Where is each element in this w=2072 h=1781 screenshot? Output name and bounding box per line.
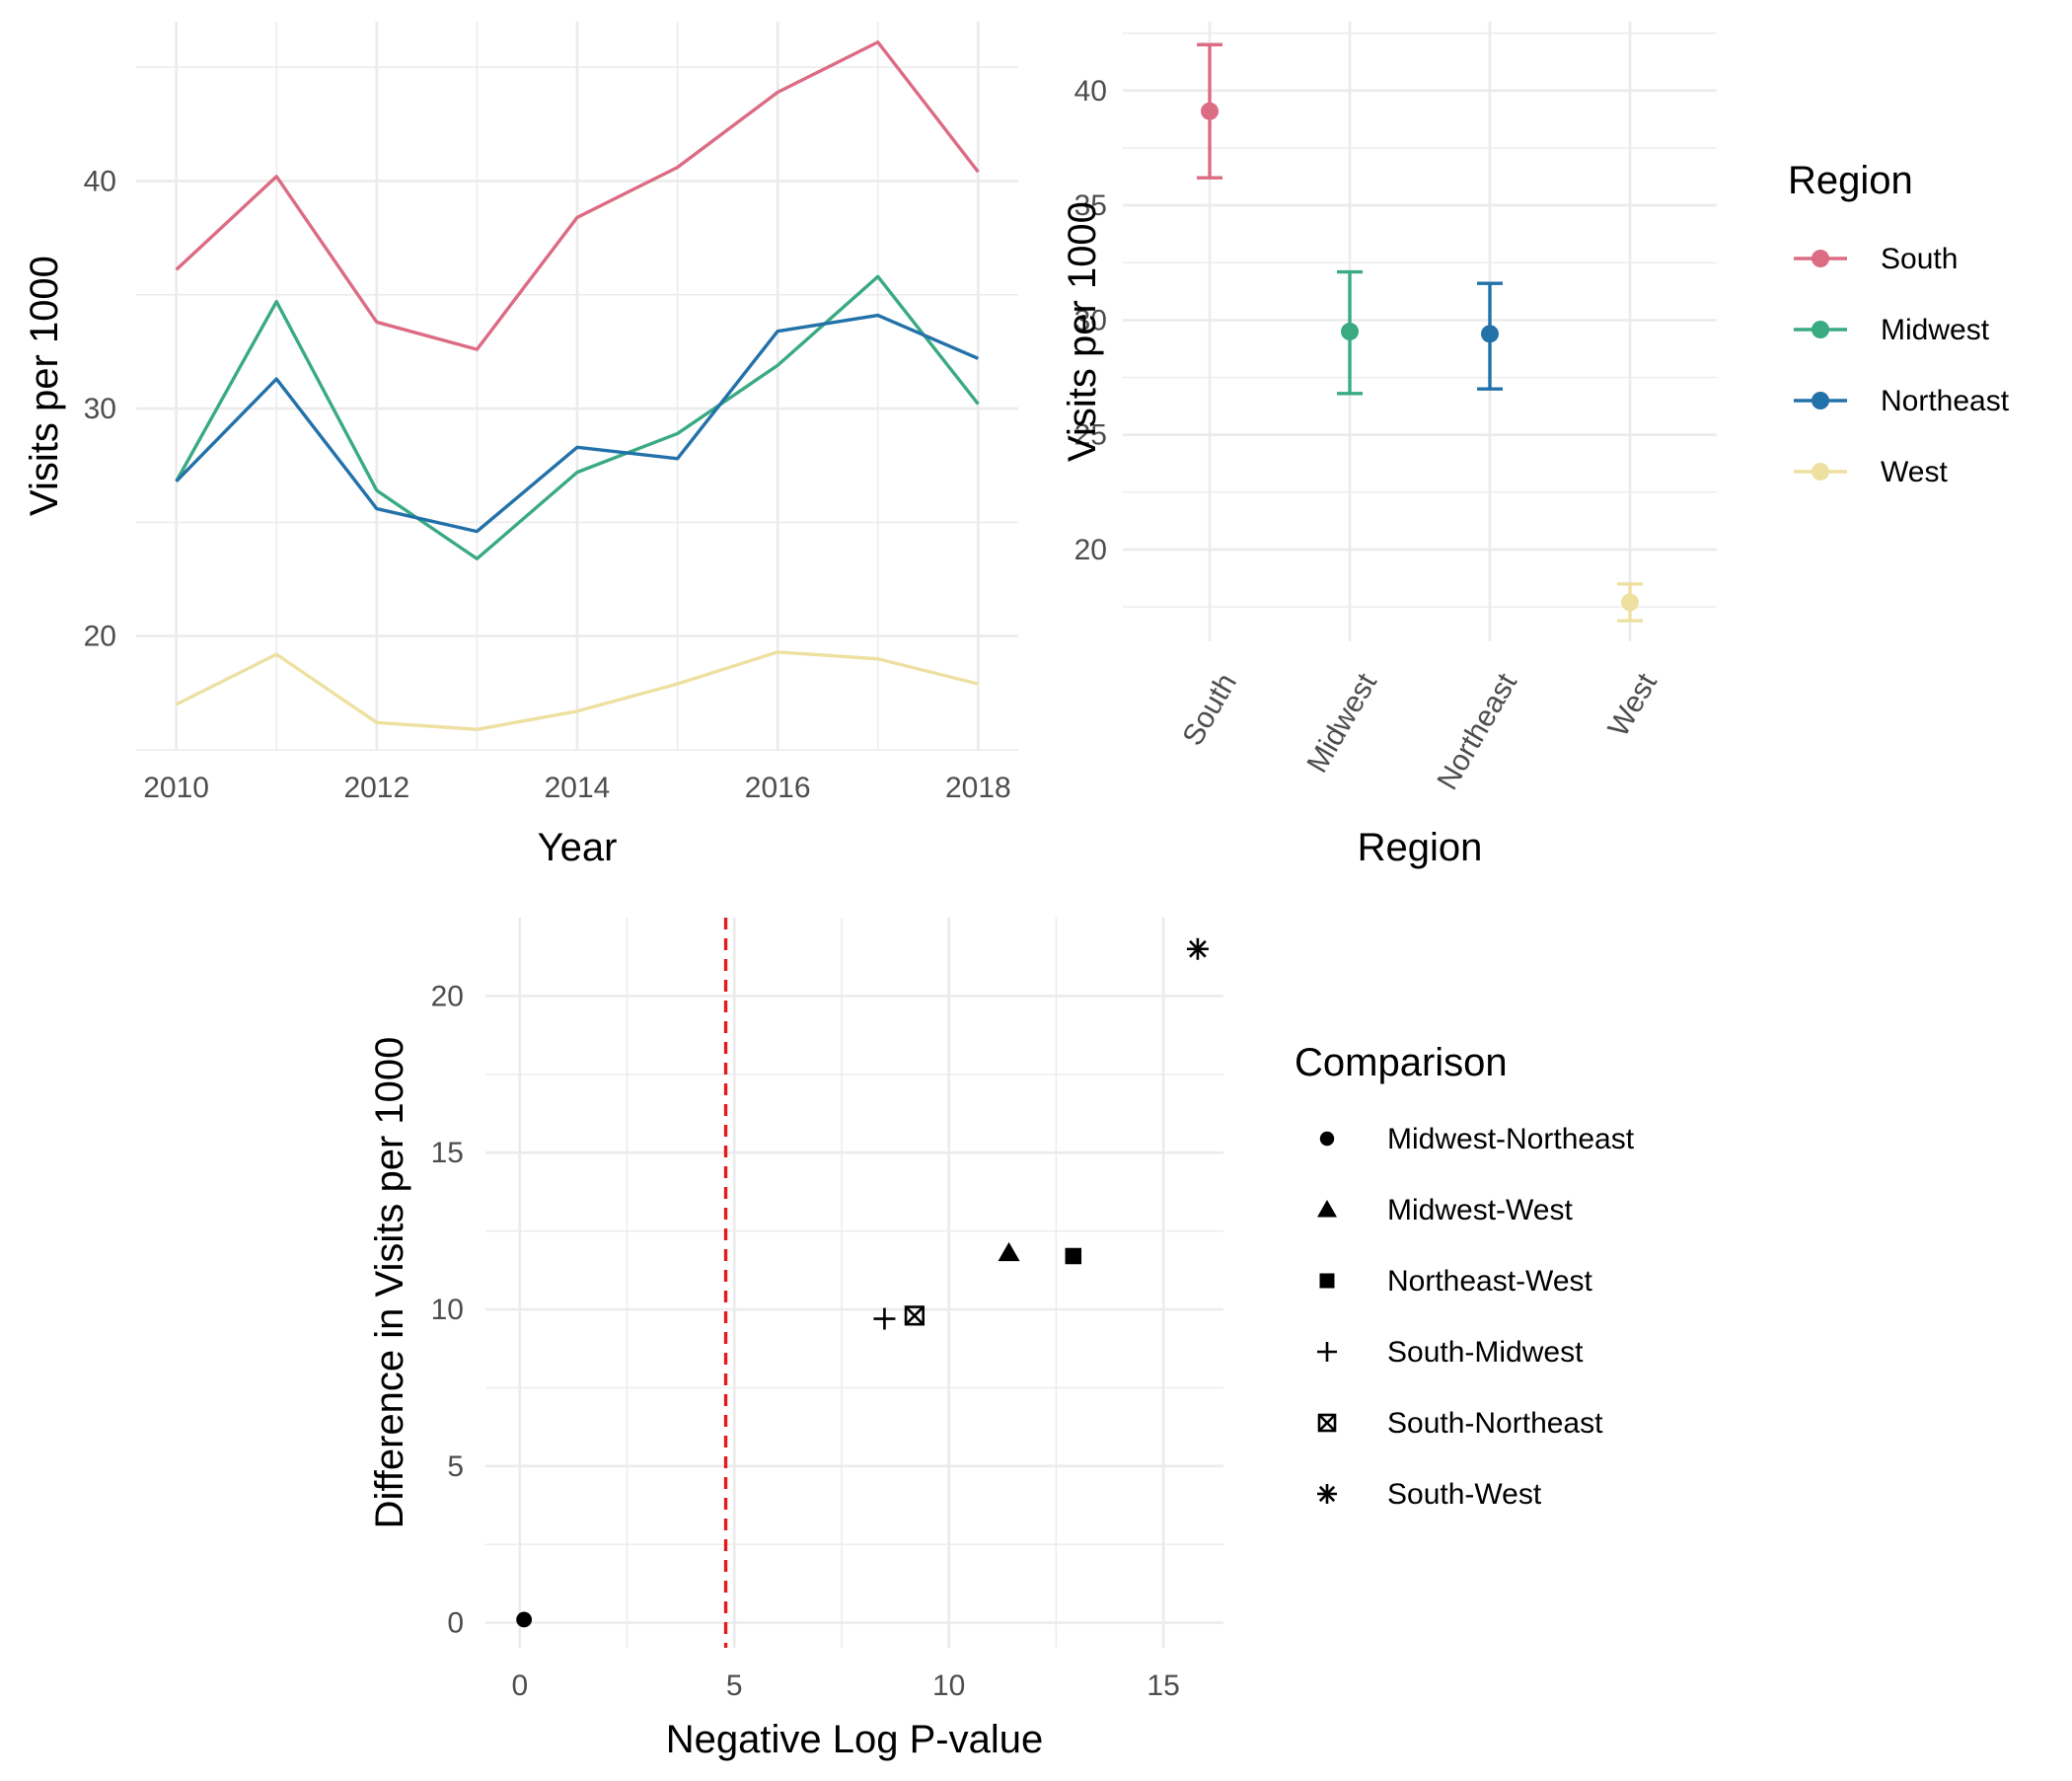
x-tick-label: 2010: [143, 772, 209, 804]
legend-key-south-midwest: [1317, 1342, 1337, 1362]
legend-title: Region: [1788, 159, 1913, 202]
x-tick-label: 0: [511, 1670, 528, 1702]
y-tick-label: 30: [84, 393, 116, 425]
mean-point: [1201, 102, 1220, 120]
legend-label: South: [1881, 243, 1958, 275]
y-tick-label: 40: [84, 165, 116, 197]
x-tick-label: 2018: [945, 772, 1011, 804]
legend-key-point: [1812, 321, 1829, 338]
point-midwest-northeast: [516, 1611, 533, 1628]
errorbar-south: [1197, 42, 1223, 180]
errorbar-west: [1616, 582, 1643, 623]
mean-point: [1480, 325, 1499, 343]
legend-title: Comparison: [1295, 1041, 1508, 1084]
errorbar-midwest: [1337, 269, 1364, 396]
x-axis-title: Year: [538, 826, 618, 869]
marker-x2: [1318, 1414, 1336, 1432]
y-tick-label: 20: [1074, 534, 1107, 566]
legend-key-northeast: [1794, 392, 1847, 409]
marker-triangle: [1317, 1200, 1337, 1218]
marker-square: [1319, 1273, 1335, 1289]
legend-label: Midwest: [1881, 314, 1990, 346]
comparison-legend: Comparison Midwest-Northeast Midwest-West N…: [1295, 1041, 1635, 1511]
x-tick-label: West: [1602, 667, 1665, 742]
errorbar-chart-panel: 20 25 30 35 40 South Midwest Northeast West Regio…: [1061, 22, 1717, 869]
legend-label: Midwest-West: [1387, 1194, 1573, 1226]
marker-box: [1317, 1413, 1337, 1433]
y-tick-label: 35: [1074, 189, 1107, 222]
y-axis-title: Difference in Visits per 1000: [368, 1037, 411, 1529]
y-tick-label: 25: [1074, 419, 1107, 452]
legend-label: West: [1881, 456, 1948, 488]
x-tick-label: 15: [1147, 1670, 1179, 1702]
series-line-midwest: [175, 274, 980, 560]
x-tick-label: Northeast: [1431, 667, 1523, 795]
x-axis-title: Negative Log P-value: [666, 1718, 1043, 1761]
x-tick-label: 5: [726, 1670, 743, 1702]
marker-box: [904, 1305, 925, 1326]
legend-key-west: [1794, 463, 1847, 481]
legend-key-point: [1812, 250, 1829, 267]
legend-key-south-northeast: [1317, 1413, 1337, 1433]
y-axis-title: Visits per 1000: [23, 256, 66, 516]
series-line-northeast: [175, 313, 980, 534]
y-tick-label: 20: [84, 621, 116, 653]
y-axis-title: Visits per 1000: [1061, 201, 1104, 462]
y-tick-label: 0: [447, 1607, 464, 1640]
marker-square: [1065, 1247, 1082, 1265]
legend-label: Midwest-Northeast: [1387, 1123, 1635, 1155]
legend-label: South-Northeast: [1387, 1407, 1603, 1440]
legend-key-south-west: [1317, 1484, 1337, 1504]
series-line-south: [175, 40, 980, 351]
legend-key-midwest-northeast: [1319, 1131, 1335, 1147]
marker-ast-d2: [1318, 1485, 1336, 1503]
point-northeast-west: [1065, 1247, 1082, 1265]
legend-label: South-West: [1387, 1478, 1542, 1511]
mean-point: [1620, 593, 1639, 612]
marker-circle: [516, 1611, 533, 1628]
legend-label: South-Midwest: [1387, 1336, 1584, 1369]
series-line-west: [175, 650, 979, 731]
y-tick-label: 20: [431, 980, 464, 1012]
legend-key-midwest: [1794, 321, 1847, 338]
y-tick-label: 30: [1074, 304, 1107, 336]
region-legend: Region South Midwest Northeast West: [1788, 159, 2010, 488]
x-tick-label: South: [1176, 668, 1243, 751]
point-midwest-west: [998, 1241, 1020, 1262]
legend-label: Northeast-West: [1387, 1265, 1593, 1298]
x-tick-label: 2014: [545, 772, 611, 804]
x-tick-label: 10: [932, 1670, 965, 1702]
legend-key-point: [1812, 392, 1829, 409]
errorbar-northeast: [1476, 281, 1503, 391]
marker-circle: [1319, 1131, 1335, 1147]
x-tick-label: 2016: [745, 772, 811, 804]
legend-label: Northeast: [1881, 385, 2010, 417]
y-tick-label: 15: [431, 1137, 464, 1169]
legend-key-south: [1794, 250, 1847, 267]
marker-triangle: [998, 1241, 1020, 1262]
y-tick-label: 10: [431, 1294, 464, 1326]
mean-point: [1341, 323, 1360, 340]
legend-key-point: [1812, 463, 1829, 481]
scatter-chart-panel: 0 5 10 15 20 0 5 10 15 Negative Log P-value Differ…: [368, 918, 1223, 1761]
x-axis-title: Region: [1358, 826, 1483, 869]
legend-key-midwest-west: [1317, 1200, 1337, 1218]
point-south-midwest: [873, 1307, 896, 1330]
y-tick-label: 5: [447, 1450, 464, 1483]
x-tick-label: 2012: [343, 772, 409, 804]
x-tick-label: Midwest: [1300, 667, 1383, 778]
line-chart-panel: 20 30 40 2010 2012 2014 2016 2018 Year Visits per…: [23, 22, 1018, 869]
marker-x2: [905, 1305, 925, 1326]
point-south-west: [1186, 937, 1209, 960]
marker-ast-d2: [1189, 939, 1207, 958]
legend-key-northeast-west: [1319, 1273, 1335, 1289]
y-tick-label: 40: [1074, 75, 1107, 108]
point-south-northeast: [904, 1305, 925, 1326]
